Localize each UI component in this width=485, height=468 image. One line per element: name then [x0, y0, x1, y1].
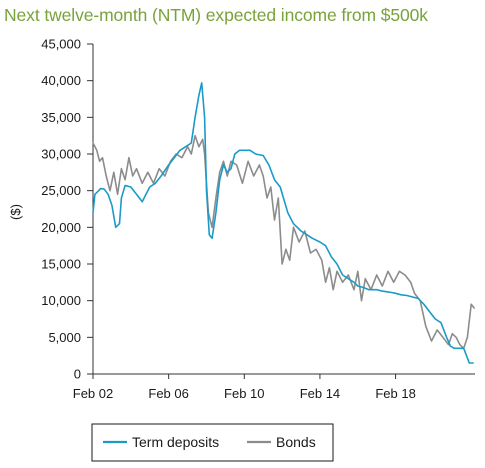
x-tick-label: Feb 02 [73, 386, 113, 401]
y-tick-label: 20,000 [41, 220, 81, 235]
legend-label-term-deposits: Term deposits [132, 434, 219, 450]
series-line-bonds [92, 134, 475, 350]
series-lines [92, 82, 475, 364]
x-tick-label: Feb 14 [300, 386, 340, 401]
x-tick-label: Feb 06 [148, 386, 188, 401]
y-tick-label: 15,000 [41, 257, 81, 272]
legend: Term deposits Bonds [91, 423, 334, 462]
legend-box [91, 423, 334, 462]
legend-label-bonds: Bonds [276, 434, 316, 450]
y-axis: 0 5,000 10,000 15,000 20,000 25,000 30,000 35,0… [41, 37, 94, 382]
y-tick-label: 10,000 [41, 293, 81, 308]
series-line-term-deposits [92, 82, 474, 364]
y-tick-label: 40,000 [41, 73, 81, 88]
x-axis: Feb 02 Feb 06 Feb 10 Feb 14 Feb 18 [73, 373, 475, 401]
y-tick-label: 45,000 [41, 37, 81, 52]
y-tick-label: 25,000 [41, 183, 81, 198]
y-tick-label: 35,000 [41, 110, 81, 125]
y-tick-label: 5,000 [48, 330, 81, 345]
x-tick-label: Feb 10 [224, 386, 264, 401]
chart-title: Next twelve-month (NTM) expected income … [4, 5, 428, 25]
y-tick-label: 0 [74, 367, 81, 382]
x-tick-label: Feb 18 [375, 386, 415, 401]
y-tick-label: 30,000 [41, 147, 81, 162]
y-axis-label: ($) [8, 204, 23, 220]
